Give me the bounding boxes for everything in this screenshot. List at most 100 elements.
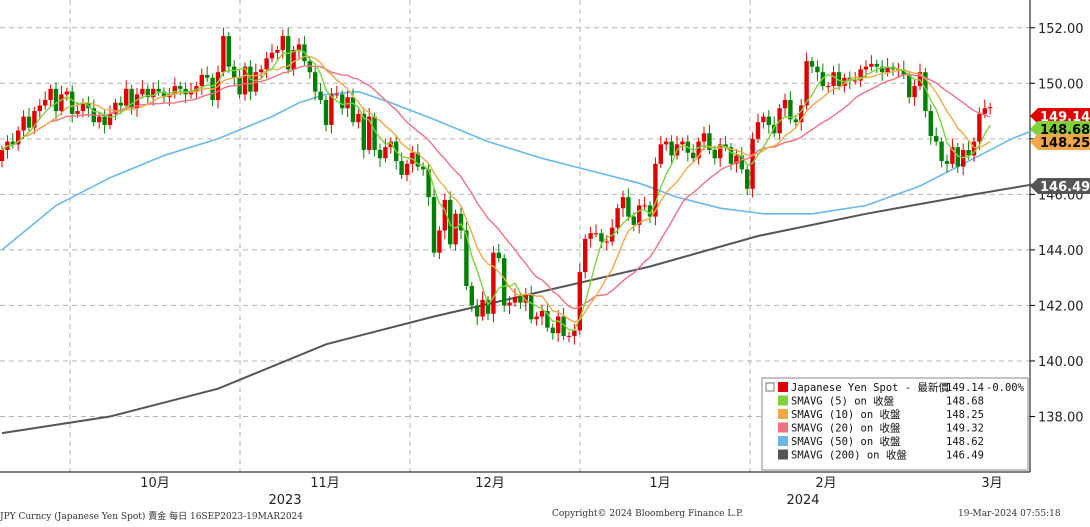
y-tick-label: 152.00 bbox=[1038, 22, 1084, 37]
candle-down bbox=[399, 161, 404, 175]
candle-up bbox=[755, 122, 761, 139]
candle-up bbox=[917, 72, 923, 87]
candle-down bbox=[766, 116, 771, 125]
sma10-series bbox=[1, 55, 991, 323]
candle-up bbox=[199, 74, 204, 87]
candle-down bbox=[307, 61, 312, 73]
candle-down bbox=[788, 99, 793, 120]
candle-up bbox=[664, 141, 669, 145]
candle-up bbox=[971, 141, 977, 156]
legend-change: -0.00% bbox=[986, 382, 1025, 394]
candle-down bbox=[874, 63, 879, 67]
candle-down bbox=[323, 99, 329, 125]
sma10-line bbox=[1, 55, 991, 323]
candle-down bbox=[599, 233, 604, 242]
candle-down bbox=[647, 205, 653, 217]
candle-up bbox=[107, 113, 113, 125]
candle-up bbox=[491, 252, 496, 314]
x-year-label: 2023 bbox=[268, 493, 301, 508]
candle-down bbox=[469, 285, 474, 306]
candle-up bbox=[437, 230, 442, 253]
candle-down bbox=[26, 116, 32, 128]
candle-down bbox=[502, 258, 507, 306]
candle-up bbox=[620, 197, 626, 209]
candle-up bbox=[604, 241, 609, 243]
candle-up bbox=[637, 205, 642, 225]
candle-down bbox=[728, 147, 734, 164]
candle-down bbox=[361, 113, 366, 150]
candle-up bbox=[642, 205, 647, 207]
candle-up bbox=[367, 116, 372, 150]
legend-swatch bbox=[778, 395, 788, 406]
candle-up bbox=[583, 238, 588, 273]
value-badge bbox=[1030, 121, 1090, 137]
candle-down bbox=[691, 152, 696, 159]
sma5-line bbox=[1, 49, 991, 332]
candle-up bbox=[280, 36, 285, 50]
candle-down bbox=[631, 216, 636, 225]
candle-up bbox=[75, 111, 80, 114]
candle-up bbox=[982, 108, 987, 114]
candle-up bbox=[512, 297, 518, 303]
candle-up bbox=[658, 144, 663, 164]
candle-up bbox=[566, 335, 572, 337]
candle-up bbox=[134, 94, 140, 109]
candle-down bbox=[377, 149, 383, 159]
legend-box bbox=[761, 377, 1029, 471]
candle-up bbox=[593, 233, 599, 235]
candle-down bbox=[518, 297, 523, 303]
candle-down bbox=[707, 133, 712, 150]
candle-up bbox=[507, 302, 512, 306]
candle-up bbox=[799, 105, 804, 123]
candle-down bbox=[809, 61, 815, 67]
candle-down bbox=[129, 88, 134, 109]
candle-down bbox=[793, 119, 798, 123]
candle-up bbox=[291, 49, 296, 70]
y-tick-label: 142.00 bbox=[1038, 299, 1084, 314]
candle-down bbox=[723, 144, 728, 148]
candle-up bbox=[0, 149, 5, 162]
legend-swatch bbox=[778, 422, 788, 433]
candle-down bbox=[955, 147, 960, 167]
candle-up bbox=[863, 66, 869, 70]
candle-down bbox=[426, 169, 431, 198]
candle-down bbox=[496, 252, 501, 259]
legend-value: 149.14 bbox=[946, 382, 984, 394]
x-month-label: 3月 bbox=[981, 476, 1002, 491]
candle-down bbox=[669, 141, 674, 156]
candle-down bbox=[178, 86, 183, 89]
candle-up bbox=[523, 294, 528, 303]
x-month-label: 2月 bbox=[815, 476, 836, 491]
candle-down bbox=[880, 66, 885, 73]
y-tick-label: 144.00 bbox=[1038, 244, 1084, 259]
candle-down bbox=[745, 169, 750, 189]
candle-down bbox=[966, 149, 971, 156]
candle-down bbox=[712, 149, 717, 159]
candle-down bbox=[53, 88, 59, 112]
candle-down bbox=[836, 72, 842, 87]
candle-up bbox=[48, 88, 53, 100]
candle-up bbox=[383, 147, 388, 159]
legend-label: SMAVG (50) on 收盤 bbox=[791, 435, 901, 448]
candle-down bbox=[626, 197, 631, 217]
x-month-label: 10月 bbox=[140, 476, 170, 491]
candle-up bbox=[761, 116, 766, 123]
candle-down bbox=[421, 166, 426, 170]
candle-up bbox=[64, 91, 69, 95]
candle-down bbox=[415, 152, 420, 167]
candle-down bbox=[458, 213, 464, 231]
candle-up bbox=[259, 69, 264, 73]
candle-up bbox=[32, 111, 37, 128]
axes: 152.00150.00148.00146.00144.00142.00140.… bbox=[0, 0, 1084, 508]
value-badge bbox=[1030, 178, 1090, 194]
candle-down bbox=[550, 327, 555, 334]
candle-down bbox=[928, 111, 933, 137]
candle-down bbox=[156, 88, 161, 92]
candle-up bbox=[43, 99, 48, 106]
value-badge bbox=[1030, 134, 1090, 150]
candle-up bbox=[172, 86, 177, 95]
footer-timestamp: 19-Mar-2024 07:55:18 bbox=[958, 509, 1061, 519]
candle-up bbox=[264, 58, 269, 70]
